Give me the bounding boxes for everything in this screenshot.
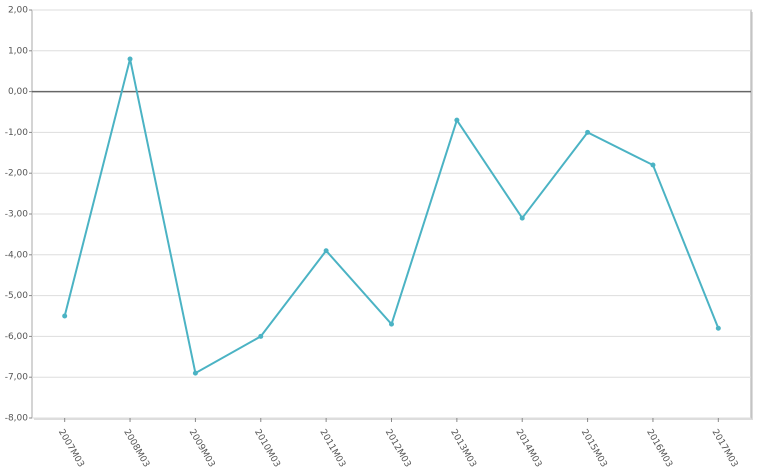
y-tick-label: -7,00 xyxy=(5,373,29,383)
x-tick-label: 2013M03 xyxy=(448,428,478,469)
y-tick-label: -3,00 xyxy=(5,210,29,220)
x-tick-label: 2008M03 xyxy=(121,428,151,469)
y-tick-label: -4,00 xyxy=(5,250,29,260)
data-point xyxy=(715,325,721,331)
y-tick-label: -1,00 xyxy=(5,128,29,138)
data-point xyxy=(454,117,460,123)
y-tick-label: -5,00 xyxy=(5,291,29,301)
x-tick-label: 2014M03 xyxy=(513,428,543,469)
x-tick-label: 2017M03 xyxy=(710,428,740,469)
y-tick-label: -6,00 xyxy=(5,332,29,342)
data-point xyxy=(389,321,394,327)
x-tick-label: 2010M03 xyxy=(252,428,282,469)
data-point xyxy=(585,129,591,135)
x-tick-label: 2015M03 xyxy=(579,428,609,469)
data-point xyxy=(650,162,656,168)
y-tick-label: 1,00 xyxy=(8,46,28,56)
x-tick-label: 2009M03 xyxy=(187,428,217,469)
data-point xyxy=(192,370,198,376)
x-tick-label: 2012M03 xyxy=(383,428,413,469)
data-point xyxy=(323,248,329,254)
data-point xyxy=(127,56,133,62)
y-tick-label: 2,00 xyxy=(8,6,28,16)
data-point xyxy=(519,215,525,221)
data-point xyxy=(258,333,264,339)
x-tick-label: 2011M03 xyxy=(317,428,347,469)
x-tick-label: 2007M03 xyxy=(56,428,86,469)
y-tick-label: -2,00 xyxy=(5,169,29,179)
x-tick-label: 2016M03 xyxy=(644,428,674,469)
y-tick-label: 0,00 xyxy=(8,87,28,97)
y-tick-label: -8,00 xyxy=(5,414,29,424)
data-point xyxy=(62,313,68,319)
